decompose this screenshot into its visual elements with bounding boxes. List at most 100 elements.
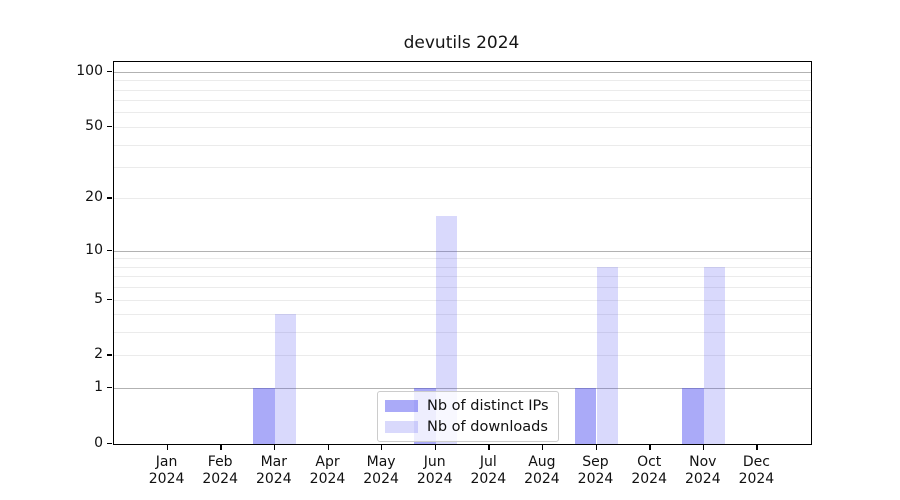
y-tick-mark: [107, 387, 112, 389]
grid-line-minor: [114, 167, 811, 168]
grid-line-minor: [114, 287, 811, 289]
x-tick-mark: [488, 445, 490, 450]
x-tick-year: 2024: [202, 471, 238, 487]
bar-distinct-ips: [575, 388, 597, 444]
x-tick-month: Aug: [528, 454, 556, 470]
x-tick-label: May 2024: [349, 454, 413, 488]
x-tick-label: Jan 2024: [135, 454, 199, 488]
x-tick-year: 2024: [631, 471, 667, 487]
x-tick-mark: [327, 445, 329, 450]
x-tick-year: 2024: [684, 471, 721, 487]
grid-line-minor: [114, 314, 811, 316]
x-tick-year: 2024: [309, 471, 346, 487]
x-tick-month: May: [366, 454, 396, 470]
x-tick-label: Oct 2024: [617, 454, 681, 488]
x-tick-year: 2024: [363, 471, 399, 487]
x-tick-label: Jun 2024: [403, 454, 467, 488]
y-tick-label: 1: [94, 379, 103, 396]
x-tick-mark: [702, 445, 705, 450]
x-tick-year: 2024: [738, 471, 775, 487]
y-tick-mark: [107, 197, 112, 199]
grid-line-minor: [114, 126, 811, 128]
y-tick-mark: [107, 443, 112, 445]
x-tick-month: Nov: [689, 454, 717, 470]
x-tick-mark: [166, 445, 168, 450]
y-tick-label: 0: [94, 435, 103, 451]
y-tick-label: 5: [94, 290, 103, 307]
grid-line-minor: [114, 355, 811, 357]
x-tick-year: 2024: [255, 471, 292, 487]
x-tick-mark: [541, 445, 544, 450]
grid-line-minor: [114, 100, 811, 102]
y-tick-mark: [107, 125, 112, 128]
grid-line-minor: [114, 266, 811, 268]
x-tick-mark: [273, 445, 276, 450]
bar-distinct-ips: [253, 388, 275, 444]
chart-title: devutils 2024: [403, 33, 520, 53]
bar-distinct-ips: [682, 388, 704, 444]
bar-downloads: [274, 314, 297, 444]
x-tick-label: Dec 2024: [724, 454, 788, 488]
legend-label-distinct-ips: Nb of distinct IPs: [427, 398, 549, 414]
x-tick-year: 2024: [577, 471, 614, 487]
bar-downloads: [596, 266, 618, 444]
y-tick-mark: [107, 298, 112, 300]
y-tick-label: 20: [85, 189, 103, 206]
x-tick-month: Jan: [155, 454, 178, 470]
x-tick-year: 2024: [470, 471, 507, 487]
y-tick-label: 50: [85, 117, 103, 134]
x-tick-mark: [595, 445, 597, 450]
x-tick-mark: [434, 445, 437, 450]
bar-downloads: [703, 266, 726, 444]
grid-line-major: [114, 388, 811, 390]
x-tick-mark: [756, 445, 758, 450]
grid-line-minor: [114, 80, 811, 82]
x-tick-mark: [220, 445, 222, 450]
x-tick-label: Apr 2024: [296, 454, 360, 488]
y-tick-label: 10: [85, 241, 103, 258]
x-tick-year: 2024: [524, 471, 560, 487]
x-tick-month: Feb: [207, 454, 233, 470]
y-tick-mark: [107, 354, 112, 356]
legend-row-distinct-ips: Nb of distinct IPs: [385, 398, 549, 414]
y-tick-mark: [107, 70, 112, 73]
bar-downloads: [435, 215, 458, 444]
x-tick-label: Jul 2024: [456, 454, 520, 488]
x-tick-month: Mar: [260, 454, 287, 470]
x-tick-label: Feb 2024: [188, 454, 252, 488]
grid-line-minor: [114, 276, 811, 278]
grid-line-minor: [114, 198, 811, 200]
grid-line-minor: [114, 332, 811, 334]
x-tick-month: Apr: [315, 454, 340, 470]
y-tick-label: 2: [94, 346, 103, 363]
legend-swatch-downloads: [385, 421, 418, 433]
x-tick-month: Jun: [423, 454, 446, 470]
grid-line-minor: [114, 89, 811, 91]
grid-line-minor: [114, 112, 811, 114]
y-tick-mark: [107, 249, 112, 251]
x-tick-year: 2024: [148, 471, 185, 487]
x-tick-label: Sep 2024: [564, 454, 628, 488]
grid-line-major: [114, 250, 811, 252]
grid-line-minor: [114, 258, 811, 260]
plot-area: [113, 61, 812, 445]
legend-label-downloads: Nb of downloads: [427, 419, 548, 435]
legend-swatch-distinct-ips: [385, 400, 418, 412]
grid-line-major: [114, 71, 811, 73]
grid-line-minor: [114, 299, 811, 301]
legend: Nb of distinct IPs Nb of downloads: [377, 391, 559, 442]
legend-row-downloads: Nb of downloads: [385, 419, 549, 435]
y-tick-label: 100: [76, 62, 103, 79]
x-tick-mark: [381, 445, 383, 450]
x-tick-label: Nov 2024: [671, 454, 735, 488]
x-tick-mark: [649, 445, 651, 450]
grid-line-minor: [114, 144, 811, 146]
x-tick-year: 2024: [416, 471, 453, 487]
x-tick-month: Sep: [582, 454, 609, 470]
x-tick-month: Oct: [637, 454, 662, 470]
x-tick-month: Dec: [742, 454, 770, 470]
x-tick-label: Mar 2024: [242, 454, 306, 488]
x-tick-month: Jul: [479, 454, 497, 470]
x-tick-label: Aug 2024: [510, 454, 574, 488]
